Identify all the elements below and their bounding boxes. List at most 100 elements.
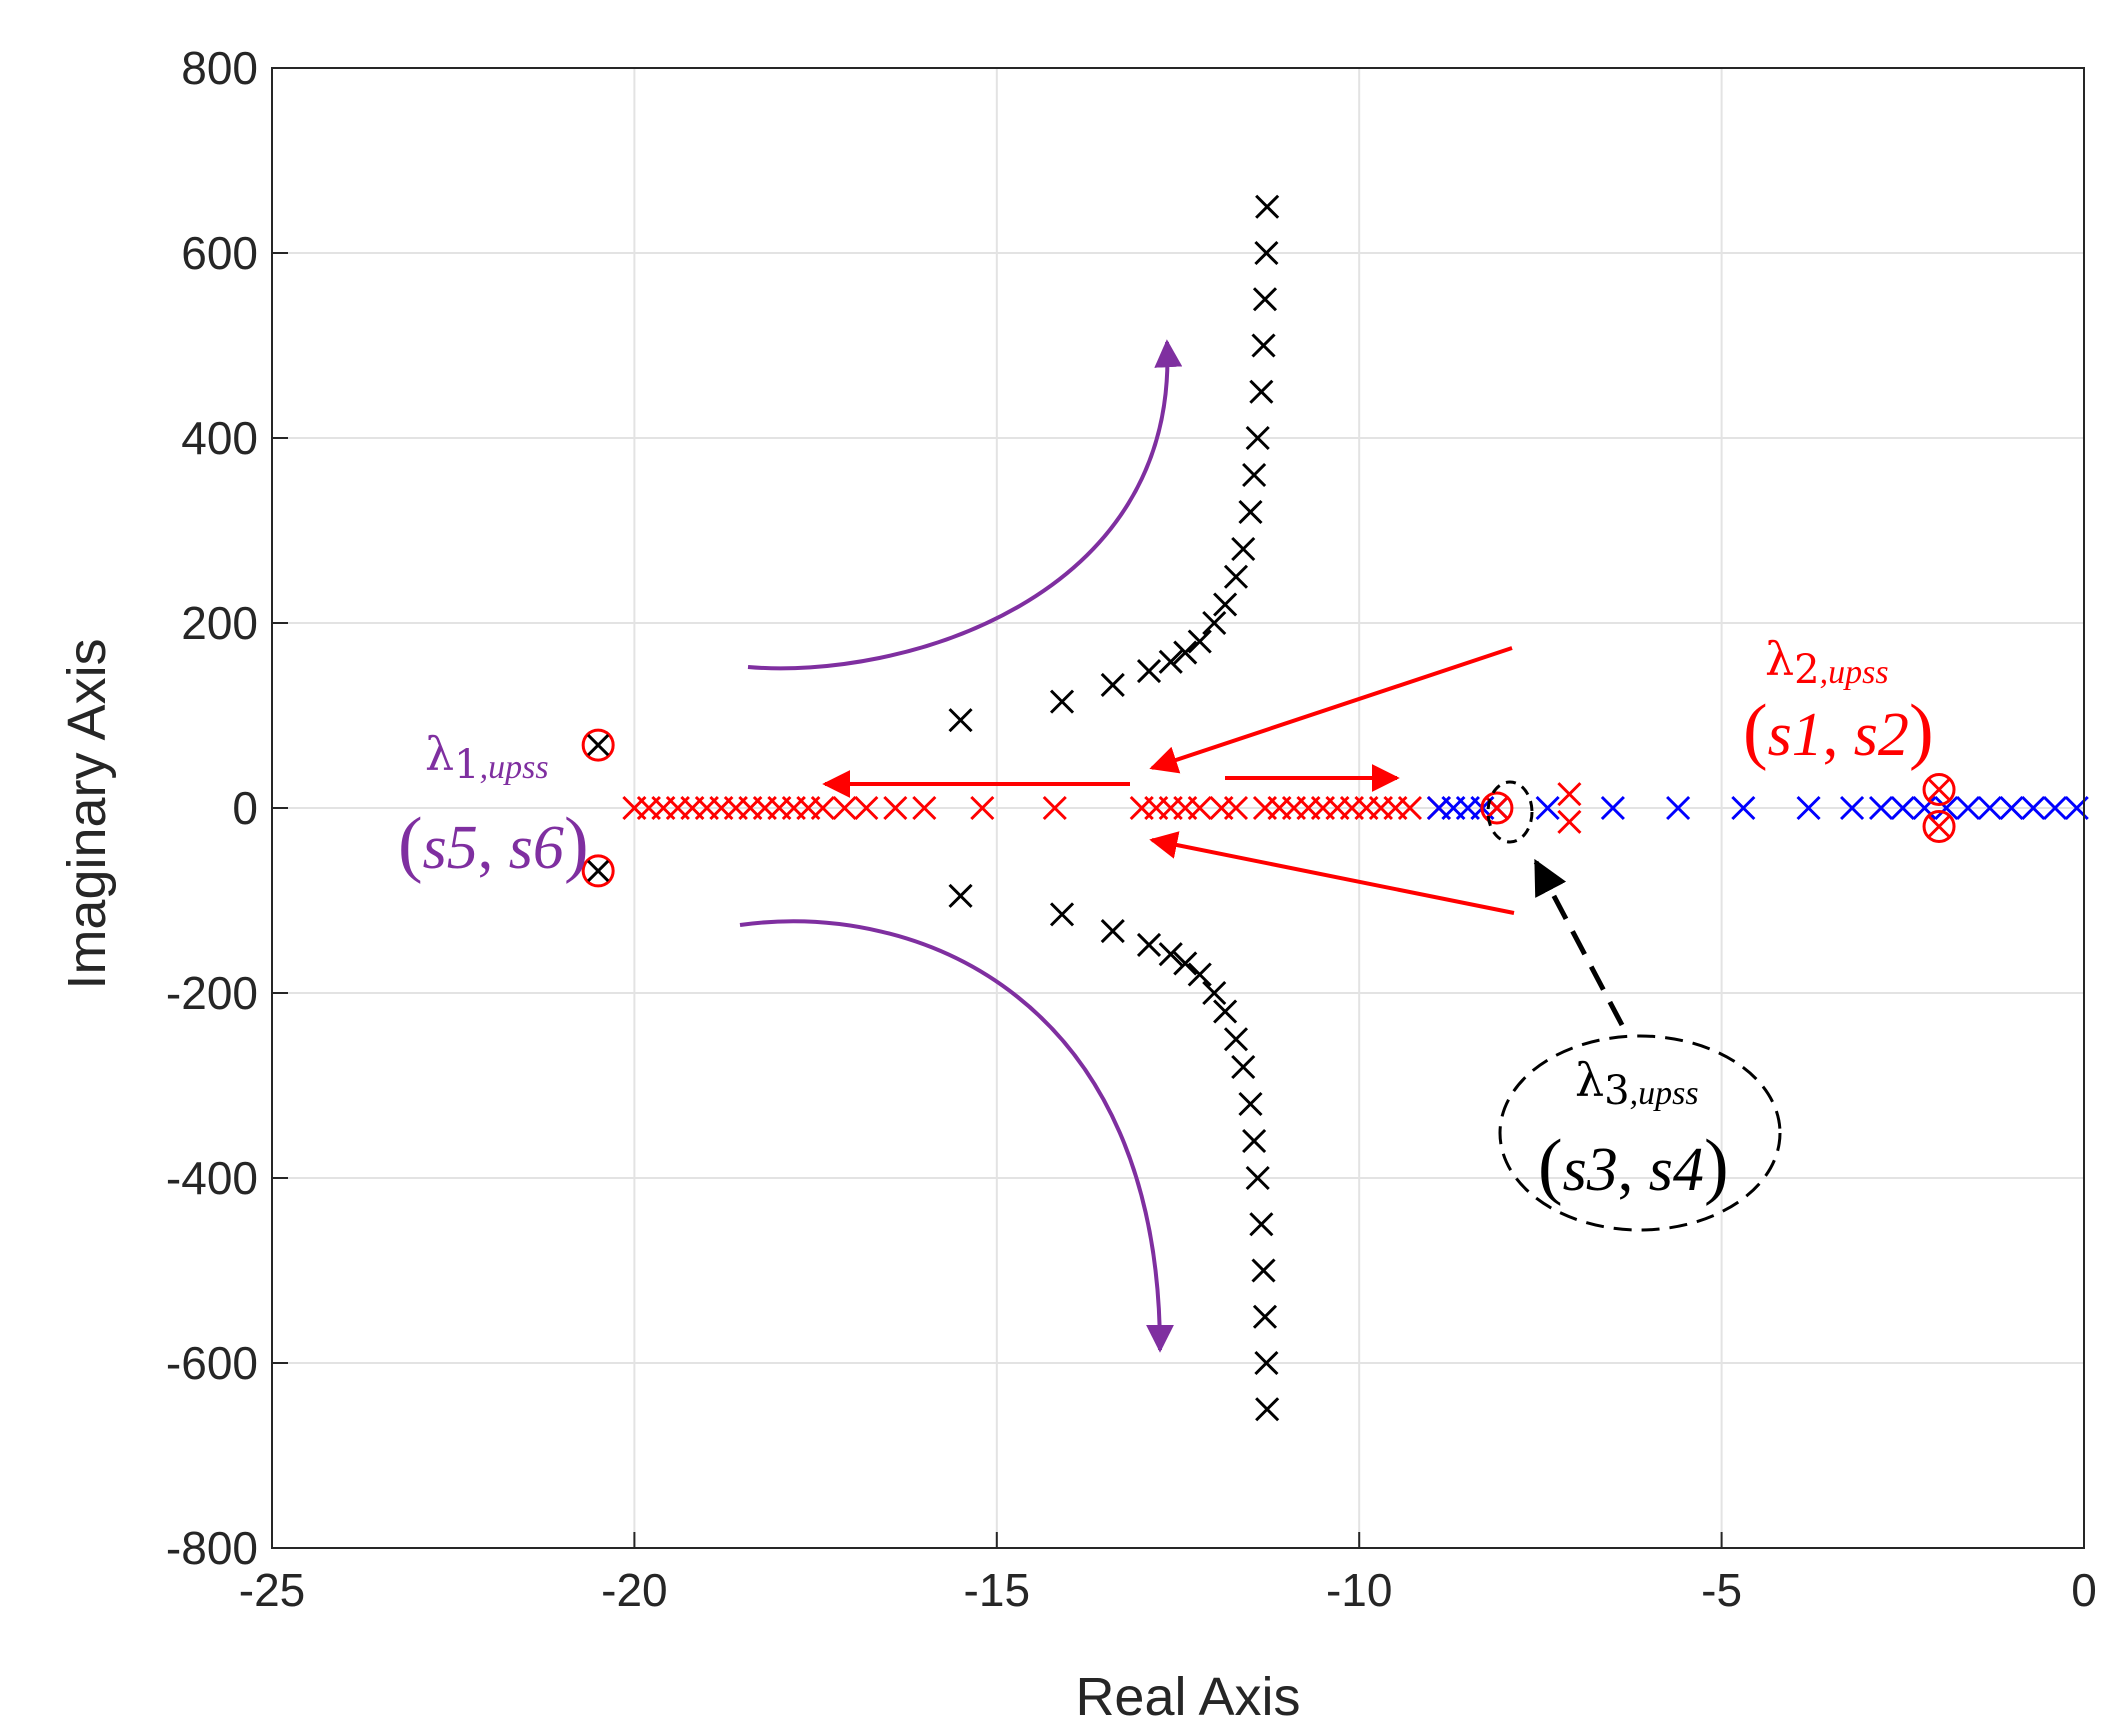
lambda2-label: λ2,upss	[1765, 632, 1889, 693]
black-branch-lower-pole	[1173, 951, 1198, 976]
blue-real-axis-pole	[1796, 795, 1821, 821]
zero-circle	[1922, 773, 1956, 806]
black-branch-lower-pole	[948, 883, 973, 908]
black-branch-upper-pole	[1049, 689, 1075, 714]
black-branch-lower-pole	[1254, 1350, 1279, 1376]
blue-real-axis-pole	[1868, 795, 1894, 821]
y-tick-label: 0	[232, 782, 258, 834]
zero-marker	[581, 854, 615, 888]
red-arrow-diag-lower	[1149, 831, 1515, 915]
blue-real-axis-pole	[2042, 795, 2068, 821]
y-tick-label: -400	[166, 1152, 258, 1204]
x-tick-label: -15	[964, 1564, 1030, 1616]
y-tick-label: 200	[181, 597, 258, 649]
black-branch-lower-pole	[1213, 999, 1238, 1024]
y-tick-label: -800	[166, 1522, 258, 1574]
black-branch-upper-pole	[1242, 462, 1267, 488]
black-branch-lower-pole	[1187, 962, 1212, 987]
red-arrow-diag-upper	[1149, 646, 1513, 774]
red-real-axis-pole	[810, 795, 835, 821]
lambda1-pair: (s5, s6)	[398, 803, 589, 885]
eigenvalue-annotations: λ1,upss (s5, s6) λ2,upss (s1, s2) λ3,ups…	[398, 632, 1934, 1207]
black-branch-upper-pole	[948, 708, 973, 733]
black-branch-upper-pole	[1238, 499, 1263, 525]
red-real-axis-pole	[1187, 795, 1212, 821]
zero-marker	[1922, 810, 1956, 843]
zero-cross	[1927, 815, 1951, 838]
zero-markers	[581, 728, 1956, 888]
red-real-axis-pole	[1557, 782, 1582, 807]
zero-cross	[1927, 778, 1951, 801]
y-tick-label: -600	[166, 1337, 258, 1389]
x-tick-label: 0	[2071, 1564, 2097, 1616]
black-dashed-arrow	[1533, 858, 1625, 1027]
tick-labels: -25 -20 -15 -10 -5 0 -800 -600 -400 -200 0 200 400 60…	[166, 42, 2097, 1616]
black-branch-upper-pole	[1187, 629, 1212, 654]
blue-real-axis-pole	[1934, 795, 1959, 821]
grid-lines	[271, 67, 2085, 1549]
black-branch-upper-pole	[1173, 640, 1198, 665]
red-real-axis-pole	[883, 795, 908, 821]
black-branch-upper-pole	[1249, 379, 1274, 404]
black-branch-lower-pole	[1136, 932, 1162, 957]
lambda3-label: λ3,upss	[1575, 1053, 1699, 1114]
red-real-axis-pole	[1042, 795, 1067, 821]
black-branch-lower-pole	[1238, 1091, 1263, 1117]
black-branch-upper-pole	[1136, 659, 1162, 684]
blue-real-axis-pole	[1955, 795, 1981, 821]
black-branch-lower-pole	[1049, 902, 1075, 927]
black-branch-upper-pole	[1245, 425, 1270, 451]
dashed-circle-large	[1498, 1034, 1782, 1232]
blue-real-axis-pole	[1999, 795, 2024, 821]
zero-marker	[581, 728, 615, 762]
black-branch-upper-pole	[1202, 610, 1227, 636]
black-branch-lower-pole	[1245, 1165, 1270, 1191]
locus-direction-arrows	[739, 339, 1782, 1353]
zero-cross	[587, 859, 610, 882]
x-axis-label: Real Axis	[1075, 1667, 1300, 1727]
black-branch-upper-pole	[1231, 536, 1256, 562]
red-real-axis-pole	[854, 795, 879, 821]
blue-real-axis-pole	[1731, 795, 1756, 821]
black-branch-lower-pole	[1202, 980, 1227, 1006]
y-tick-label: 400	[181, 412, 258, 464]
red-real-axis-pole	[1223, 795, 1249, 821]
x-tick-label: -5	[1701, 1564, 1742, 1616]
black-branch-lower-pole	[1231, 1054, 1256, 1080]
black-branch-upper-pole	[1255, 194, 1280, 219]
black-branch-upper-pole	[1254, 240, 1279, 266]
black-branch-lower-pole	[1158, 942, 1183, 967]
red-real-axis-pole	[832, 795, 857, 821]
y-tick-label: 800	[181, 42, 258, 94]
plot-area-frame	[271, 67, 2085, 1549]
black-branch-upper-pole	[1252, 287, 1278, 312]
red-real-axis-pole	[1397, 795, 1423, 821]
zero-marker	[1922, 773, 1956, 806]
black-branch-lower-pole	[1223, 1027, 1249, 1052]
black-branch-lower-pole	[1249, 1212, 1274, 1237]
zero-circle	[1480, 791, 1514, 825]
black-branch-lower-pole	[1242, 1128, 1267, 1154]
purple-arrow-lower	[739, 919, 1174, 1353]
red-real-axis-pole	[1557, 809, 1582, 834]
blue-real-axis-pole	[1600, 795, 1625, 821]
y-tick-label: 600	[181, 227, 258, 279]
zero-circle	[581, 854, 615, 888]
x-tick-label: -25	[239, 1564, 305, 1616]
black-branch-upper-pole	[1251, 333, 1276, 358]
lambda1-label: λ1,upss	[425, 727, 549, 788]
zero-circle	[581, 728, 615, 762]
dashed-circle-small	[1486, 780, 1534, 844]
pole-markers	[622, 194, 2089, 1422]
zero-circle	[1922, 810, 1956, 843]
black-branch-lower-pole	[1251, 1258, 1276, 1283]
x-tick-label: -20	[601, 1564, 667, 1616]
blue-real-axis-pole	[1535, 795, 1560, 821]
y-tick-label: -200	[166, 967, 258, 1019]
blue-real-axis-pole	[1890, 795, 1915, 821]
black-branch-upper-pole	[1158, 649, 1183, 674]
purple-arrow-upper	[747, 339, 1183, 671]
black-branch-upper-pole	[1213, 592, 1238, 617]
red-real-axis-pole	[912, 795, 937, 821]
